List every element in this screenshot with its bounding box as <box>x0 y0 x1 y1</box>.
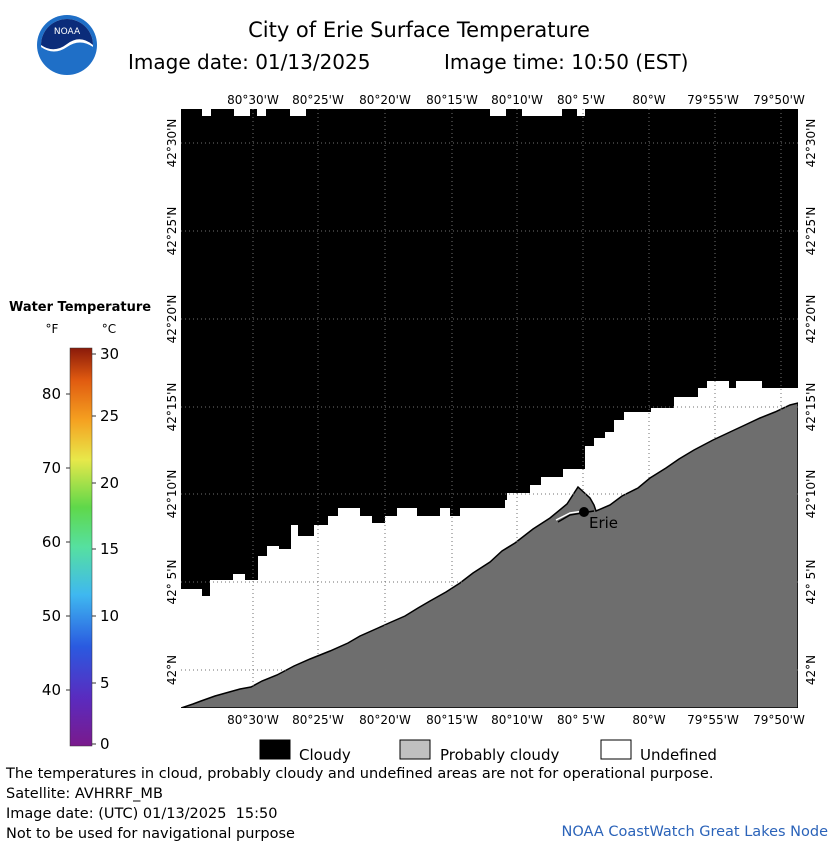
navigation-warning: Not to be used for navigational purpose <box>6 826 295 842</box>
logo-text: NOAA <box>54 27 81 37</box>
lon-label-top: 80° 5'W <box>557 93 605 107</box>
lon-label-bottom: 79°55'W <box>687 713 739 727</box>
lat-label-right: 42° 5'N <box>804 560 818 605</box>
legend-f-tick: 80 <box>42 385 61 403</box>
cloud-area <box>181 109 798 596</box>
key-swatch-probably-cloudy <box>399 739 431 760</box>
lon-label-bottom: 80°15'W <box>426 713 478 727</box>
lon-label-bottom: 80°W <box>632 713 665 727</box>
legend-c-tick: 15 <box>100 540 119 558</box>
lon-label-top: 80°W <box>632 93 665 107</box>
lat-label-left: 42°30'N <box>165 119 179 168</box>
lon-label-top: 80°25'W <box>292 93 344 107</box>
legend-title: Water Temperature <box>9 300 151 315</box>
legend-f-tick: 50 <box>42 607 61 625</box>
key-label-undefined: Undefined <box>640 746 717 764</box>
key-swatch-undefined <box>600 739 632 760</box>
page-title: City of Erie Surface Temperature <box>248 18 590 42</box>
lon-label-bottom: 80°10'W <box>491 713 543 727</box>
lat-label-left: 42°10'N <box>165 470 179 519</box>
legend-f-tick: 70 <box>42 459 61 477</box>
legend-c-tick: 30 <box>100 345 119 363</box>
lat-label-right: 42°25'N <box>804 207 818 256</box>
land-area <box>181 402 798 708</box>
lon-label-bottom: 80°20'W <box>359 713 411 727</box>
lon-label-bottom: 80°25'W <box>292 713 344 727</box>
lat-label-right: 42°20'N <box>804 295 818 344</box>
lon-label-top: 80°15'W <box>426 93 478 107</box>
lon-label-bottom: 79°50'W <box>753 713 805 727</box>
lat-label-right: 42°N <box>804 655 818 685</box>
satellite-text: Satellite: AVHRRF_MB <box>6 786 163 802</box>
lat-label-right: 42°30'N <box>804 119 818 168</box>
noaa-logo: NOAA <box>37 15 97 75</box>
legend-c-tick: 10 <box>100 607 119 625</box>
lat-label-right: 42°10'N <box>804 470 818 519</box>
graticule <box>181 109 798 708</box>
city-label-erie: Erie <box>589 514 618 532</box>
legend-c-tick: 5 <box>100 674 110 692</box>
lon-label-top: 80°10'W <box>491 93 543 107</box>
lon-label-bottom: 80° 5'W <box>557 713 605 727</box>
legend-f-tick: 40 <box>42 681 61 699</box>
legend-f-tick: 60 <box>42 533 61 551</box>
lat-label-right: 42°15'N <box>804 383 818 432</box>
temperature-colorbar <box>69 347 93 747</box>
legend-c-tick: 0 <box>100 735 110 753</box>
lat-label-left: 42°15'N <box>165 383 179 432</box>
key-label-cloudy: Cloudy <box>299 746 351 764</box>
legend-c-tick: 25 <box>100 407 119 425</box>
lon-label-top: 80°30'W <box>227 93 279 107</box>
legend-unit-f: °F <box>46 322 59 336</box>
legend-c-tick: 20 <box>100 474 119 492</box>
disclaimer-text: The temperatures in cloud, probably clou… <box>6 766 714 782</box>
utc-date-text: Image date: (UTC) 01/13/2025 15:50 <box>6 806 278 822</box>
image-date: Image date: 01/13/2025 <box>128 50 371 74</box>
image-time: Image time: 10:50 (EST) <box>444 50 689 74</box>
legend-unit-c: °C <box>102 322 116 336</box>
lon-label-top: 79°50'W <box>753 93 805 107</box>
lat-label-left: 42°20'N <box>165 295 179 344</box>
erie-marker <box>579 507 589 517</box>
key-swatch-cloudy <box>259 739 291 760</box>
lat-label-left: 42°25'N <box>165 207 179 256</box>
lon-label-bottom: 80°30'W <box>227 713 279 727</box>
lon-label-top: 79°55'W <box>687 93 739 107</box>
lon-label-top: 80°20'W <box>359 93 411 107</box>
credit-text: NOAA CoastWatch Great Lakes Node <box>561 824 828 840</box>
key-label-probably-cloudy: Probably cloudy <box>440 746 559 764</box>
lat-label-left: 42°N <box>165 655 179 685</box>
lat-label-left: 42° 5'N <box>165 560 179 605</box>
